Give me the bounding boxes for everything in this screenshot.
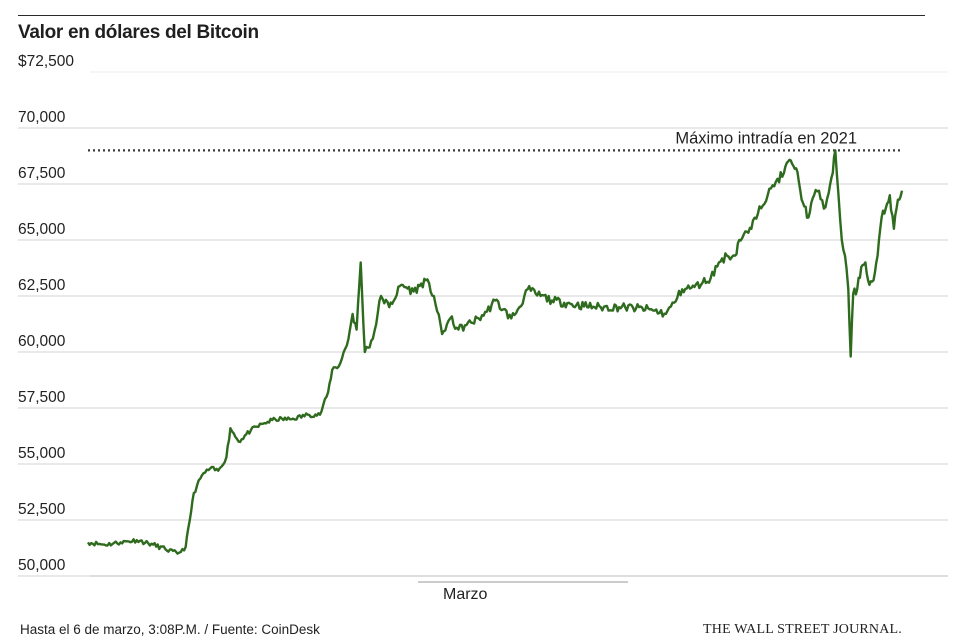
y-tick-label: 65,000 — [18, 221, 66, 238]
bitcoin-price-series-line — [86, 149, 904, 555]
x-tick-label: Marzo — [443, 586, 488, 603]
reference-line-label: Máximo intradía en 2021 — [675, 129, 857, 147]
y-tick-label: 62,500 — [18, 277, 66, 294]
y-tick-label: 52,500 — [18, 501, 66, 518]
grid-layer — [18, 71, 948, 577]
y-tick-label: $72,500 — [18, 53, 74, 70]
y-tick-label: 50,000 — [18, 557, 66, 574]
y-tick-label: 60,000 — [18, 333, 66, 350]
footer-source-note: Hasta el 6 de marzo, 3:08P.M. / Fuente: … — [20, 622, 320, 637]
y-tick-label: 67,500 — [18, 165, 66, 182]
series-layer — [86, 149, 904, 555]
x-axis-layer: Marzo — [90, 575, 948, 603]
y-tick-label: 57,500 — [18, 389, 66, 406]
y-tick-label: 55,000 — [18, 445, 66, 462]
chart-title: Valor en dólares del Bitcoin — [18, 22, 259, 43]
y-tick-label: 70,000 — [18, 109, 66, 126]
y-tick-layer: $72,500 70,000 67,500 65,000 62,500 60,000 57,… — [18, 53, 74, 574]
publisher-brand: THE WALL STREET JOURNAL. — [703, 622, 902, 637]
top-rule — [18, 15, 925, 16]
reference-layer: Máximo intradía en 2021 — [88, 129, 902, 152]
